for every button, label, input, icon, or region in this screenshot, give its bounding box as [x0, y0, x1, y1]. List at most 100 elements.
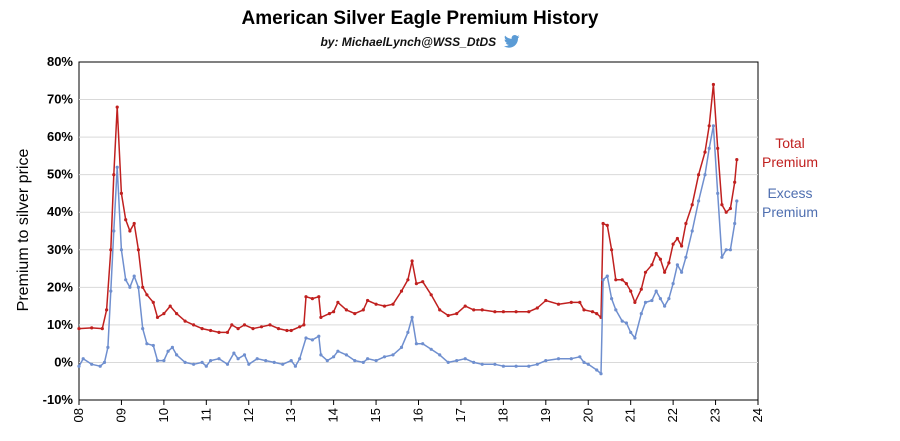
- data-point: [183, 360, 187, 364]
- data-point: [463, 304, 467, 308]
- data-point: [711, 82, 716, 87]
- data-point: [353, 312, 357, 316]
- data-point: [733, 180, 737, 184]
- data-point: [527, 310, 531, 314]
- data-point: [624, 282, 629, 286]
- data-point: [90, 326, 94, 330]
- data-point: [599, 372, 603, 376]
- data-point: [684, 221, 688, 226]
- data-point: [663, 270, 667, 274]
- data-point: [544, 298, 548, 303]
- data-point: [225, 362, 230, 366]
- data-point: [251, 327, 255, 331]
- data-point: [724, 248, 728, 252]
- data-point: [535, 362, 539, 366]
- data-point: [472, 308, 476, 312]
- data-point: [707, 146, 711, 150]
- data-point: [112, 229, 116, 233]
- data-point: [112, 173, 116, 177]
- data-point: [639, 312, 643, 316]
- data-point: [236, 357, 240, 361]
- y-tick-label: 60%: [47, 129, 73, 144]
- data-point: [399, 345, 404, 349]
- data-point: [658, 257, 663, 261]
- data-point: [332, 310, 336, 314]
- data-point: [735, 199, 739, 203]
- data-point: [115, 165, 119, 169]
- data-point: [493, 362, 497, 366]
- data-point: [268, 323, 272, 327]
- data-point: [170, 345, 174, 349]
- data-point: [145, 293, 149, 297]
- data-point: [620, 278, 624, 282]
- data-point: [680, 270, 684, 274]
- data-point: [514, 310, 518, 314]
- data-point: [514, 364, 518, 368]
- data-point: [446, 360, 450, 364]
- data-point: [654, 251, 658, 256]
- data-point: [175, 353, 179, 357]
- series-line: [78, 83, 738, 334]
- data-point: [128, 285, 132, 289]
- data-point: [605, 223, 609, 227]
- data-point: [361, 308, 365, 312]
- y-tick-label: -10%: [43, 392, 74, 407]
- data-point: [200, 327, 204, 331]
- data-point: [109, 289, 113, 293]
- data-point: [697, 173, 701, 177]
- data-point: [90, 362, 94, 366]
- data-point: [192, 323, 196, 327]
- data-point: [336, 349, 340, 353]
- data-point: [124, 278, 128, 282]
- data-point: [501, 364, 505, 368]
- data-point: [711, 124, 716, 128]
- data-point: [132, 221, 136, 226]
- data-point: [166, 349, 170, 353]
- data-point: [733, 221, 737, 226]
- data-point: [728, 248, 733, 252]
- data-point: [353, 359, 357, 363]
- x-tick-label: 10: [156, 408, 171, 422]
- series-layer: [77, 82, 739, 376]
- data-point: [697, 199, 701, 203]
- data-point: [680, 244, 684, 248]
- data-point: [624, 321, 629, 325]
- data-point: [569, 357, 573, 361]
- data-point: [272, 360, 276, 364]
- data-point: [728, 206, 733, 211]
- x-tick-label: 20: [580, 408, 595, 422]
- data-point: [317, 334, 321, 338]
- data-point: [209, 359, 213, 363]
- data-point: [446, 313, 450, 318]
- x-tick-label: 23: [708, 408, 723, 422]
- data-point: [406, 330, 410, 334]
- data-point: [716, 191, 720, 195]
- data-point: [556, 357, 561, 361]
- data-point: [493, 310, 497, 314]
- data-point: [595, 368, 599, 372]
- data-point: [639, 287, 643, 291]
- data-point: [671, 282, 675, 286]
- data-point: [374, 359, 378, 363]
- data-point: [247, 362, 251, 366]
- data-point: [455, 312, 459, 316]
- data-point: [98, 364, 102, 368]
- data-point: [586, 362, 590, 366]
- x-tick-label: 12: [241, 408, 256, 422]
- legend-excess-line1: Excess: [767, 185, 813, 201]
- data-point: [317, 295, 321, 299]
- data-point: [578, 355, 582, 359]
- data-point: [601, 278, 605, 282]
- data-point: [703, 173, 707, 177]
- data-point: [361, 360, 365, 364]
- series-total-premium: [77, 82, 739, 334]
- data-point: [643, 270, 648, 274]
- data-point: [319, 315, 323, 319]
- data-point: [410, 259, 414, 263]
- x-tick-label: 24: [750, 408, 765, 422]
- data-point: [281, 362, 285, 366]
- legend-excess-line2: Premium: [761, 204, 818, 220]
- data-point: [414, 342, 418, 346]
- data-point: [463, 357, 467, 361]
